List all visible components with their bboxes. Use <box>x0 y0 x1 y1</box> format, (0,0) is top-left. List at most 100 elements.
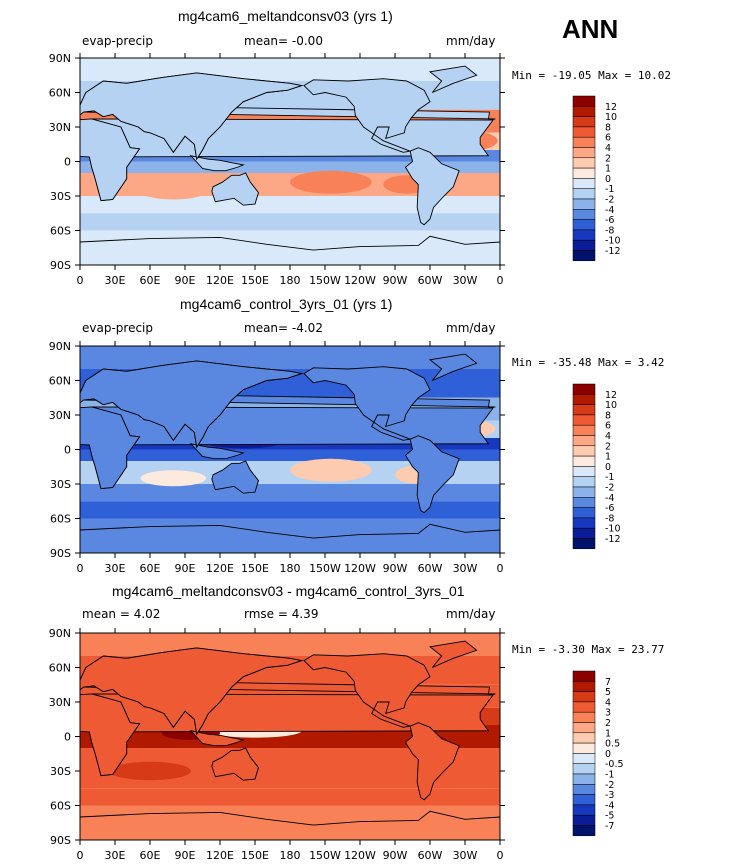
colorbar-label: 1 <box>605 452 611 463</box>
colorbar-label: -3 <box>605 790 614 801</box>
colorbar-swatch <box>572 742 596 754</box>
colorbar-swatch <box>572 198 596 210</box>
colorbar-swatch <box>572 497 596 508</box>
x-tick-label: 0 <box>497 562 504 575</box>
colorbar-swatch <box>572 466 596 477</box>
colorbar-swatch <box>572 147 596 159</box>
colorbar-label: 10 <box>605 112 617 123</box>
x-tick-label: 90E <box>175 849 196 862</box>
colorbar-label: 1 <box>605 164 611 175</box>
y-tick-label: 90S <box>50 547 71 560</box>
colorbar-label: 2 <box>605 153 611 164</box>
x-tick-label: 30W <box>453 562 478 575</box>
colorbar-label: -1 <box>605 472 614 483</box>
coastline-eurasia-wrap <box>80 72 304 161</box>
x-tick-label: 0 <box>77 562 84 575</box>
colorbar-label: 2 <box>605 718 611 729</box>
colorbar-swatch <box>572 691 596 703</box>
colorbar-label: 6 <box>605 421 611 432</box>
colorbar-label: -1 <box>605 184 614 195</box>
panel-3-minmax: Min = -3.30 Max = 23.77 <box>512 643 665 656</box>
colorbar-label: -10 <box>605 236 621 247</box>
x-tick-label: 90E <box>175 562 196 575</box>
colorbar-label: 3 <box>605 708 611 719</box>
colorbar-swatch <box>572 476 596 488</box>
field-blob <box>109 761 191 781</box>
y-tick-label: 30S <box>50 478 71 491</box>
panel-3-map-chart: 0 30E 60E 90E 120E 150E 180 150W 120W 90W 60W 30W 09… <box>49 627 624 862</box>
colorbar-swatch <box>572 250 596 262</box>
coastline-greenland <box>428 640 478 668</box>
panel-1-center-label: mean= -0.00 <box>244 34 323 48</box>
field-band <box>80 748 500 771</box>
panel-3-left-label: mean = 4.02 <box>82 607 161 621</box>
colorbar-swatch <box>572 701 596 713</box>
panel-2-title: mg4cam6_control_3yrs_01 (yrs 1) <box>180 296 393 312</box>
colorbar-swatch <box>572 106 596 117</box>
colorbar-swatch <box>572 394 596 405</box>
x-tick-label: 30E <box>105 849 126 862</box>
coastline-samerica <box>404 147 460 226</box>
coastline-indonesia <box>189 155 245 172</box>
colorbar-label: 4 <box>605 697 611 708</box>
colorbar-swatch <box>572 527 596 539</box>
x-tick-label: 150E <box>241 849 269 862</box>
colorbar-label: 4 <box>605 143 611 154</box>
colorbar-label: -5 <box>605 811 614 822</box>
x-tick-label: 0 <box>77 274 84 287</box>
coastline-samerica <box>404 435 460 514</box>
colorbar-label: 10 <box>605 400 617 411</box>
coastline-antarctica <box>80 810 500 840</box>
y-tick-label: 0 <box>64 731 71 744</box>
coastline-africa-wrap <box>80 118 141 202</box>
colorbar-label: 4 <box>605 431 611 442</box>
y-tick-label: 60S <box>50 513 71 526</box>
colorbar-label: -8 <box>605 225 614 236</box>
field-band <box>80 736 500 748</box>
field-band <box>80 501 500 519</box>
colorbar-label: 0 <box>605 174 611 185</box>
coastline-samerica <box>404 722 460 801</box>
colorbar-label: 5 <box>605 687 611 698</box>
y-tick-label: 30N <box>49 409 71 422</box>
colorbar-swatch <box>572 455 596 467</box>
coastline-indonesia <box>189 730 245 747</box>
colorbar-label: 0.5 <box>605 739 620 750</box>
map-field <box>80 633 500 840</box>
colorbar-swatch <box>572 229 596 241</box>
panel-3-right-label: mm/day <box>446 607 496 621</box>
colorbar-label: -12 <box>605 534 621 545</box>
x-tick-label: 90W <box>383 562 408 575</box>
x-tick-label: 30W <box>453 274 478 287</box>
x-tick-label: 150E <box>241 274 269 287</box>
map-field <box>80 346 500 553</box>
field-blob <box>290 170 372 194</box>
coastline-namerica <box>303 78 431 153</box>
y-tick-label: 30S <box>50 765 71 778</box>
x-tick-label: 120E <box>206 274 234 287</box>
colorbar-swatch <box>572 157 596 169</box>
colorbar-label: -10 <box>605 524 621 535</box>
y-tick-label: 60N <box>49 87 71 100</box>
colorbar-label: 0 <box>605 462 611 473</box>
colorbar-swatch <box>572 507 596 519</box>
colorbar-swatch <box>572 711 596 723</box>
x-tick-label: 180 <box>280 849 301 862</box>
field-blob <box>140 470 206 487</box>
y-tick-label: 90N <box>49 340 71 353</box>
coastline-namerica <box>303 653 431 728</box>
y-tick-label: 90N <box>49 52 71 65</box>
colorbar-label: -4 <box>605 205 614 216</box>
season-label: ANN <box>562 14 619 44</box>
field-band <box>80 788 500 806</box>
colorbar-swatch <box>572 126 596 138</box>
colorbar-swatch <box>572 167 596 179</box>
field-blob <box>138 181 209 200</box>
colorbar-label: -0.5 <box>605 759 624 770</box>
colorbar-label: -12 <box>605 246 621 257</box>
x-tick-label: 120E <box>206 562 234 575</box>
colorbar-swatch <box>572 178 596 189</box>
x-tick-label: 120W <box>344 274 376 287</box>
colorbar-label: 12 <box>605 102 617 113</box>
colorbar-label: 8 <box>605 410 611 421</box>
